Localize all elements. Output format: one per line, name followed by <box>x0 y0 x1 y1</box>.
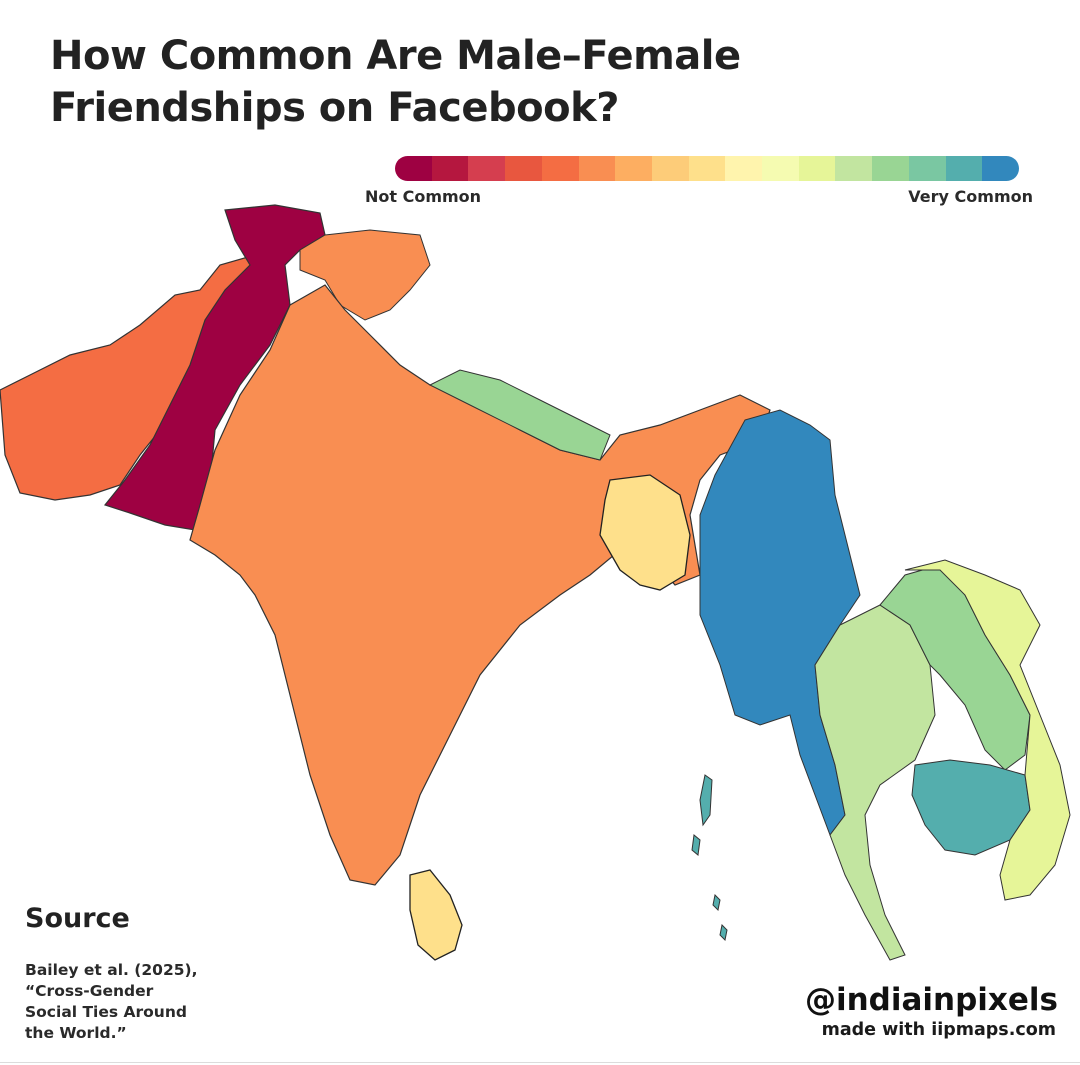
author-handle: @indiainpixels <box>804 982 1058 1018</box>
choropleth-map <box>0 204 1071 961</box>
bottom-divider <box>0 1062 1080 1063</box>
region-sri-lanka <box>409 869 463 961</box>
legend-swatch <box>395 156 432 181</box>
legend-swatch <box>541 156 579 181</box>
region-kashmir <box>299 229 431 321</box>
legend-swatch <box>945 156 983 181</box>
region-bangladesh <box>599 474 691 591</box>
made-with-credit: made with iipmaps.com <box>821 1020 1056 1040</box>
legend-swatch <box>872 156 909 181</box>
region-nepal <box>428 369 611 461</box>
page-title: How Common Are Male–Female Friendships o… <box>50 33 741 131</box>
legend-swatch <box>505 156 542 181</box>
andaman-islands <box>691 774 728 942</box>
legend-swatch <box>908 156 946 181</box>
legend-low-label: Not Common <box>365 187 482 206</box>
source-heading: Source <box>25 903 130 934</box>
source-citation: Bailey et al. (2025), “Cross-Gender Soci… <box>25 961 198 1042</box>
legend-swatch <box>798 156 836 181</box>
legend-swatch <box>725 156 763 181</box>
legend-swatch <box>982 156 1019 181</box>
legend-swatch <box>651 156 689 181</box>
legend-swatch <box>688 156 726 181</box>
legend-swatch <box>762 156 799 181</box>
legend-swatch <box>468 156 506 181</box>
legend-swatch <box>615 156 652 181</box>
legend-swatch <box>431 156 469 181</box>
legend-swatch <box>578 156 616 181</box>
region-vietnam <box>904 559 1071 901</box>
legend-swatch <box>835 156 873 181</box>
color-scale-legend <box>395 156 1019 181</box>
region-thailand <box>814 604 936 961</box>
legend-high-label: Very Common <box>908 187 1033 206</box>
